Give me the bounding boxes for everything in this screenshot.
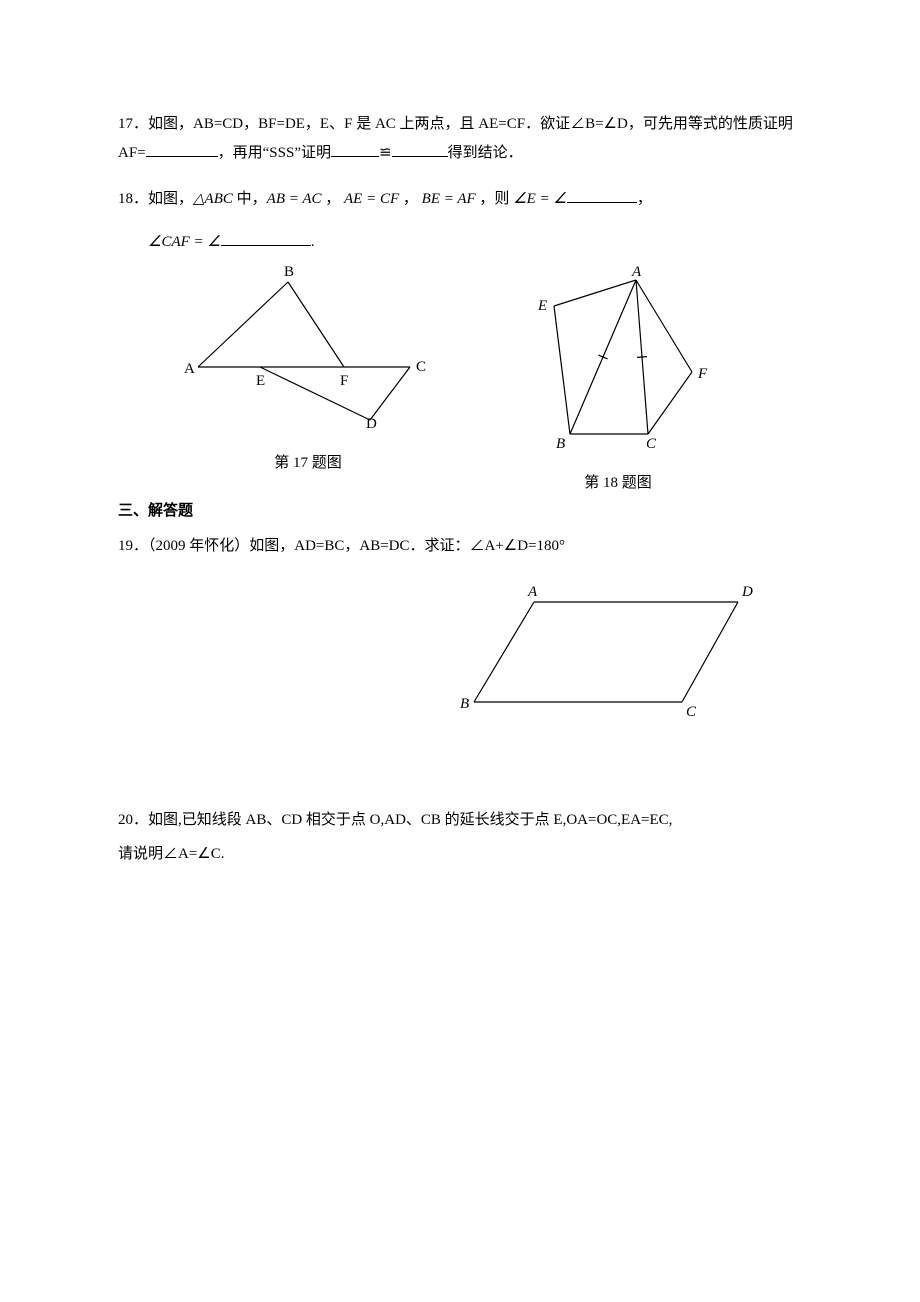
q18-eq1: AB = AC <box>267 191 322 207</box>
figures-row-17-18: A E F C B D 第 17 题图 A E B C F 第 18 题图 <box>118 262 810 497</box>
figure-17-svg: A E F C B D <box>178 262 438 432</box>
q18-comma: ， <box>637 191 652 207</box>
svg-text:A: A <box>184 361 195 377</box>
blank-18-2[interactable] <box>221 228 311 246</box>
q18-sep2: ， <box>399 191 422 207</box>
q18-then: ，则 <box>476 191 514 207</box>
q17-text-c: 得到结论． <box>448 145 523 161</box>
q17-text-b: ，再用“SSS”证明 <box>218 145 331 161</box>
q18-tri: △ABC <box>193 191 233 207</box>
caption-17: 第 17 题图 <box>178 449 438 478</box>
q20-line1: 20．如图,已知线段 AB、CD 相交于点 O,AD、CB 的延长线交于点 E,… <box>118 803 810 838</box>
figure-18: A E B C F 第 18 题图 <box>518 262 718 497</box>
svg-text:F: F <box>697 366 708 382</box>
svg-text:E: E <box>256 373 265 389</box>
caption-18: 第 18 题图 <box>518 469 718 498</box>
figure-18-svg: A E B C F <box>518 262 718 452</box>
svg-text:E: E <box>537 298 547 314</box>
svg-text:C: C <box>686 704 697 720</box>
q18-a: 18．如图， <box>118 191 193 207</box>
q17-cong: ≌ <box>379 145 392 161</box>
blank-17-3[interactable] <box>392 139 448 157</box>
problem-18-line1: 18．如图，△ABC 中，AB = AC ， AE = CF ， BE = AF… <box>118 185 810 214</box>
problem-20: 20．如图,已知线段 AB、CD 相交于点 O,AD、CB 的延长线交于点 E,… <box>118 803 810 872</box>
figure-19: A D B C <box>458 582 810 733</box>
q18-caf: ∠CAF = ∠ <box>148 234 221 250</box>
section-3-title: 三、解答题 <box>118 497 810 526</box>
problem-18-line2: ∠CAF = ∠. <box>118 228 810 257</box>
q18-eq2: AE = CF <box>344 191 399 207</box>
problem-19: 19．（2009 年怀化）如图，AD=BC，AB=DC．求证：∠A+∠D=180… <box>118 532 810 561</box>
figure-17: A E F C B D 第 17 题图 <box>178 262 438 497</box>
q18-eq3: BE = AF <box>422 191 476 207</box>
blank-18-1[interactable] <box>567 186 637 204</box>
svg-text:B: B <box>556 436 565 452</box>
q18-angE: ∠E = ∠ <box>513 191 567 207</box>
q20-line2: 请说明∠A=∠C. <box>118 837 810 872</box>
svg-text:D: D <box>741 584 753 600</box>
svg-text:C: C <box>646 436 657 452</box>
q18-b: 中， <box>233 191 267 207</box>
blank-17-2[interactable] <box>331 139 379 157</box>
svg-text:B: B <box>284 264 294 280</box>
svg-text:D: D <box>366 416 377 432</box>
q18-period: . <box>311 234 315 250</box>
svg-text:F: F <box>340 373 348 389</box>
svg-text:B: B <box>460 696 469 712</box>
svg-text:C: C <box>416 359 426 375</box>
blank-17-1[interactable] <box>146 139 218 157</box>
svg-text:A: A <box>527 584 538 600</box>
svg-text:A: A <box>631 264 642 280</box>
figure-19-svg: A D B C <box>458 582 758 722</box>
problem-17: 17．如图，AB=CD，BF=DE，E、F 是 AC 上两点，且 AE=CF．欲… <box>118 110 810 167</box>
q18-sep1: ， <box>322 191 345 207</box>
